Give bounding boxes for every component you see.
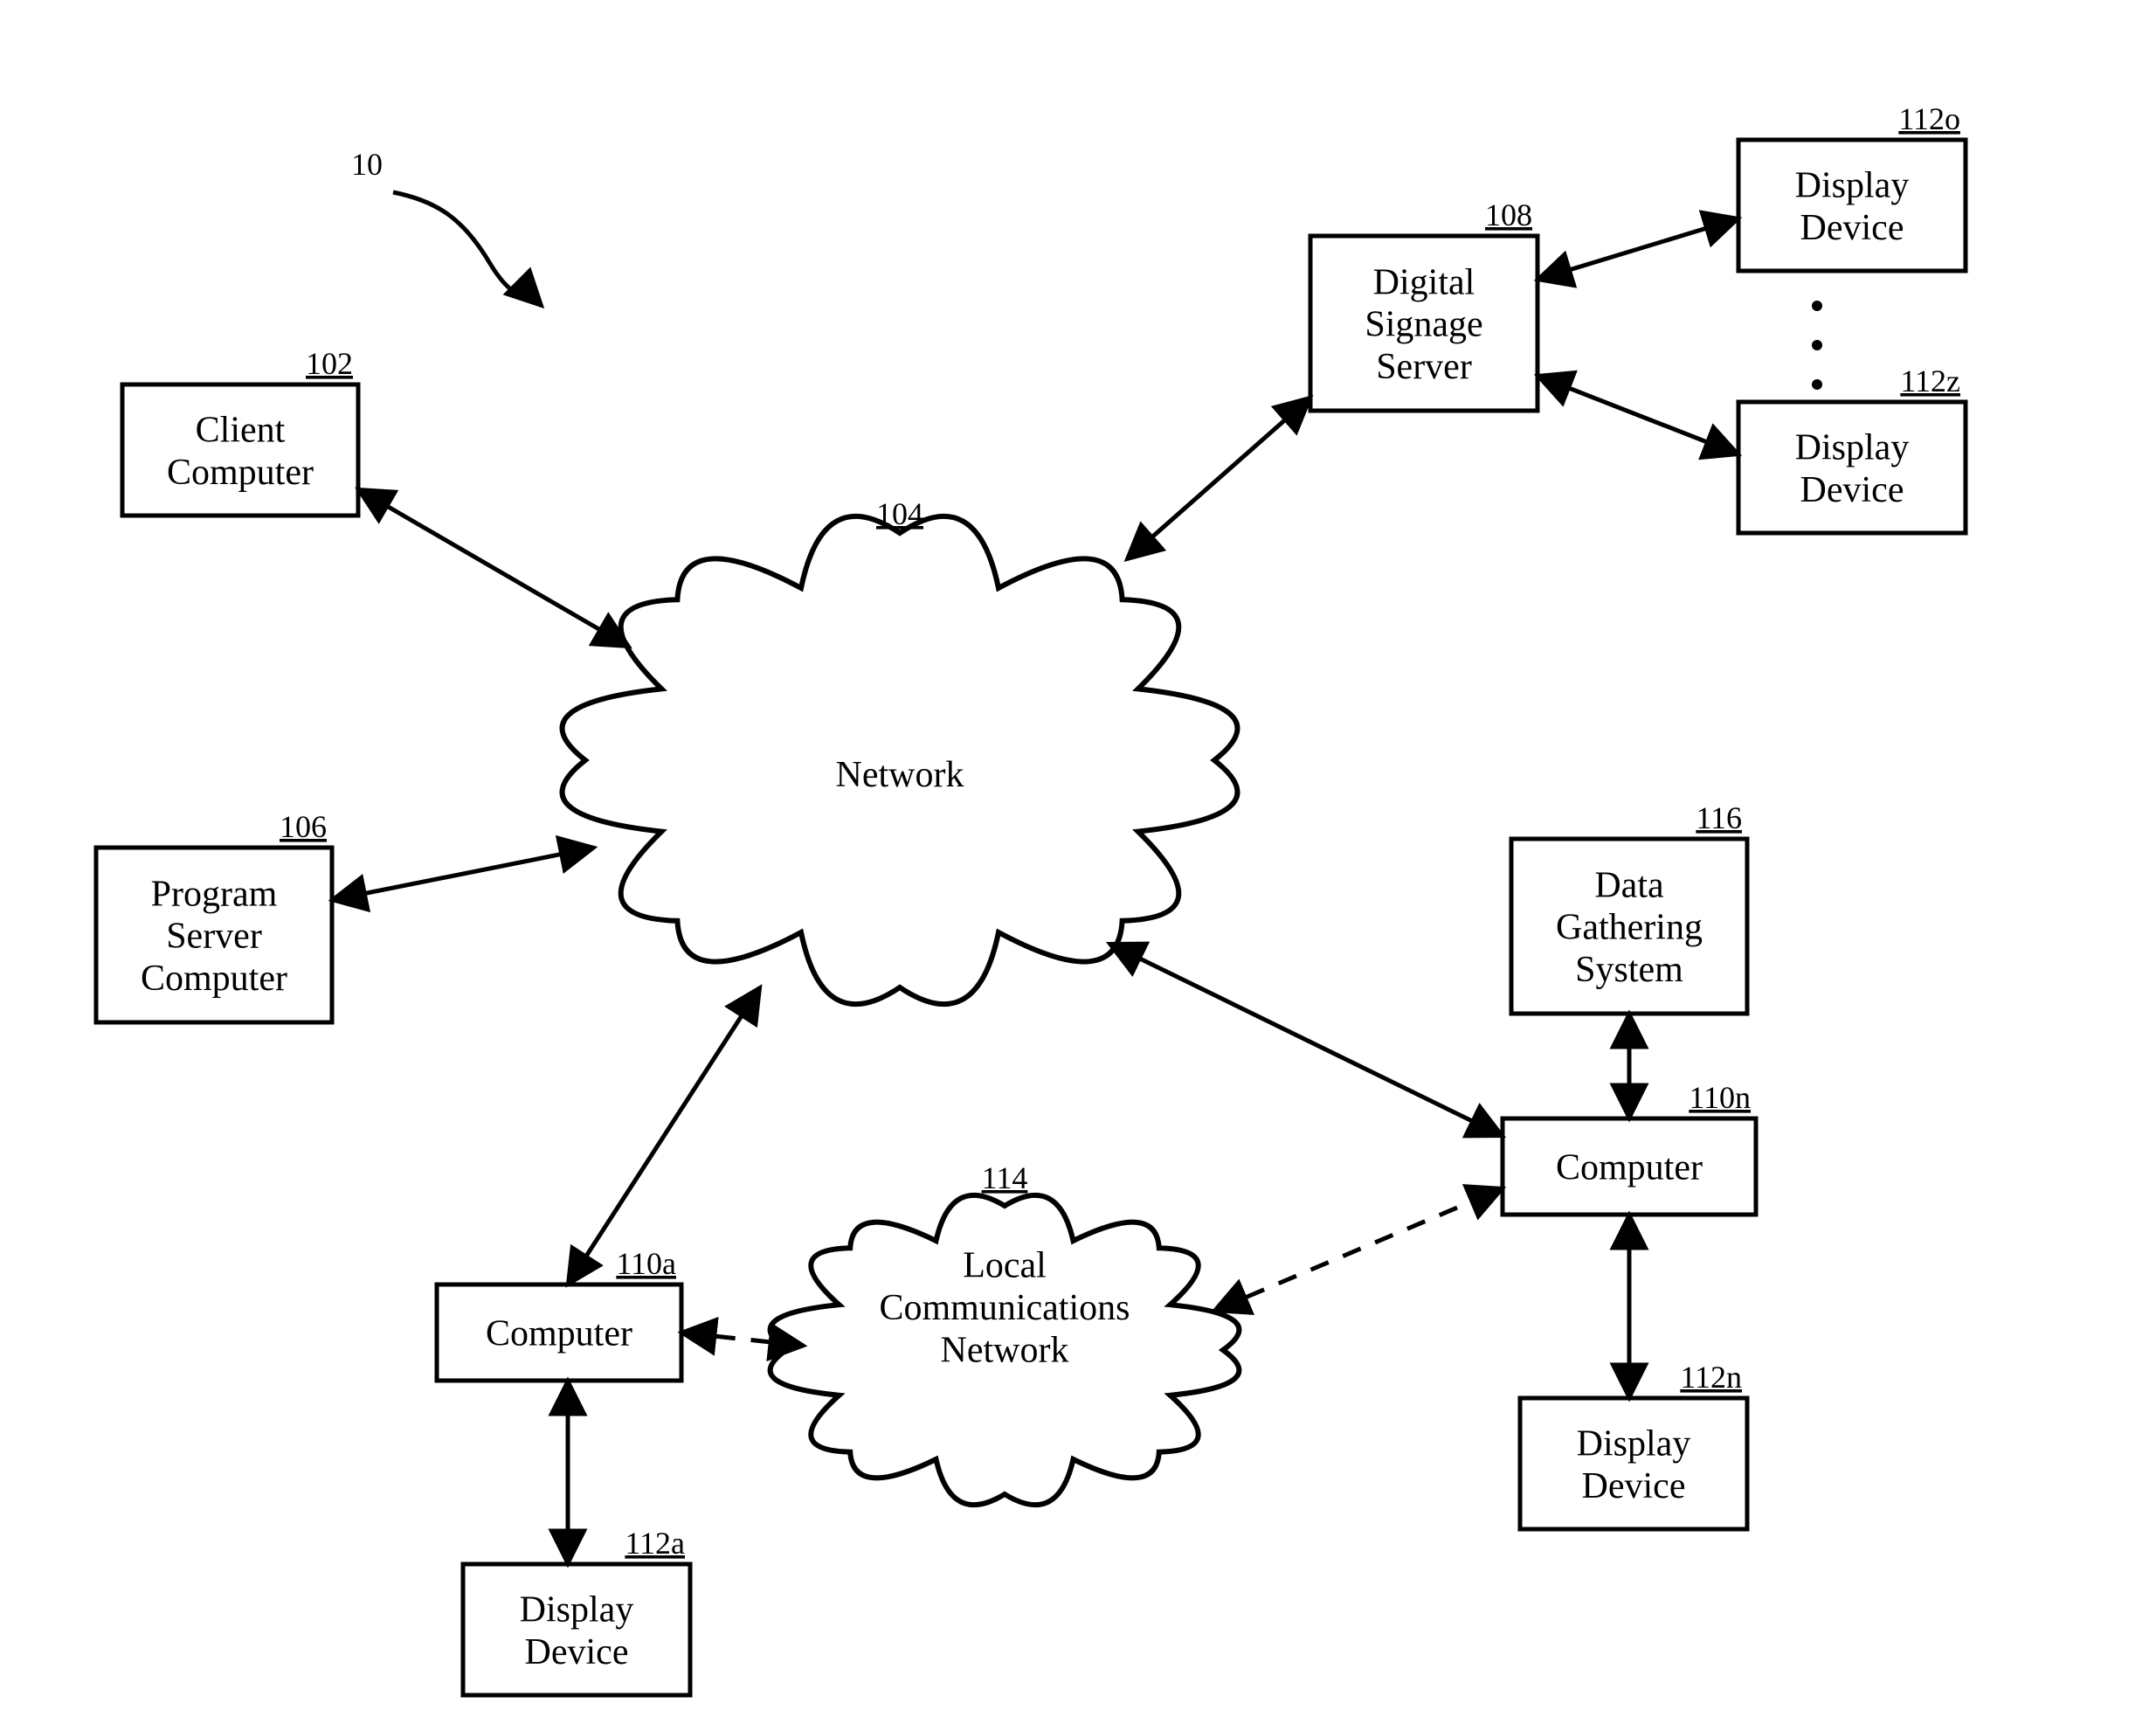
program-server-computer-box-label: Computer [141, 959, 287, 999]
client-computer-box: 102 ClientComputer [122, 346, 358, 516]
vertical-ellipsis-dot [1812, 379, 1822, 390]
display-device-a-box-label: Display [520, 1590, 634, 1631]
client-computer-box-label: Client [196, 411, 286, 451]
program-server-computer-box-label: Program [151, 874, 278, 914]
data-gathering-system-box-ref: 116 [1696, 800, 1742, 835]
digital-signage-server-box-label: Signage [1365, 305, 1482, 345]
digital-signage-server-box-label: Digital [1373, 262, 1475, 302]
data-gathering-system-box-label: Data [1594, 865, 1664, 905]
network-cloud-label: Network [836, 755, 964, 795]
display-device-n-box-label: Display [1577, 1424, 1691, 1464]
figure-ref-label: 10 [351, 147, 383, 182]
local-comm-cloud: 114 LocalCommunicationsNetwork [770, 1160, 1240, 1505]
edge-comp_a-network_cloud [568, 987, 760, 1284]
digital-signage-server-box-ref: 108 [1485, 197, 1532, 232]
computer-n-box-ref: 110n [1689, 1080, 1751, 1115]
edge-dss-disp_z [1538, 376, 1738, 454]
display-device-a-box-ref: 112a [625, 1526, 685, 1561]
display-device-z-box-ref: 112z [1900, 364, 1960, 398]
computer-a-box: 110a Computer [437, 1246, 681, 1381]
display-device-z-box-label: Display [1795, 428, 1910, 468]
vertical-ellipsis-dot [1812, 301, 1822, 311]
program-server-computer-box-label: Server [166, 917, 262, 957]
edge-dss-network_cloud [1127, 398, 1310, 559]
figure-ref-arrow [393, 192, 542, 306]
vertical-ellipsis-icon [1812, 301, 1822, 390]
data-gathering-system-box: 116 DataGatheringSystem [1511, 800, 1747, 1014]
local-comm-cloud-label: Communications [880, 1288, 1130, 1328]
display-device-a-box-label: Device [525, 1632, 629, 1672]
display-device-o-box-label: Device [1800, 208, 1904, 248]
edge-comp_n-network_cloud [1109, 944, 1503, 1136]
network-cloud-ref: 104 [876, 496, 923, 531]
data-gathering-system-box-label: Gathering [1556, 908, 1703, 948]
display-device-o-box-ref: 112o [1898, 101, 1960, 136]
edge-client-network_cloud [358, 489, 629, 647]
digital-signage-server-box: 108 DigitalSignageServer [1310, 197, 1538, 411]
display-device-a-box: 112a DisplayDevice [463, 1526, 690, 1695]
vertical-ellipsis-dot [1812, 340, 1822, 350]
display-device-z-box-label: Device [1800, 470, 1904, 510]
computer-a-box-label: Computer [486, 1314, 632, 1354]
display-device-o-box-label: Display [1795, 166, 1910, 206]
edge-progsrv-network_cloud [332, 848, 594, 900]
program-server-computer-box-ref: 106 [280, 809, 327, 844]
local-comm-cloud-label: Local [963, 1246, 1047, 1286]
display-device-n-box: 112n DisplayDevice [1520, 1360, 1747, 1529]
computer-a-box-ref: 110a [616, 1246, 676, 1281]
network-cloud: 104 Network [563, 496, 1238, 1004]
computer-n-box-label: Computer [1556, 1148, 1703, 1188]
digital-signage-server-box-label: Server [1376, 347, 1472, 387]
local-comm-cloud-ref: 114 [982, 1160, 1028, 1195]
edge-local-comp_n [1214, 1188, 1503, 1311]
figure-ref: 10 [351, 147, 542, 306]
system-diagram: 10 104Network 114LocalCommunicationsNetw… [0, 0, 2156, 1731]
display-device-o-box: 112o DisplayDevice [1738, 101, 1966, 271]
display-device-n-box-ref: 112n [1680, 1360, 1742, 1395]
local-comm-cloud-label: Network [941, 1330, 1069, 1370]
client-computer-box-label: Computer [167, 453, 314, 493]
program-server-computer-box: 106ProgramServerComputer [96, 809, 332, 1022]
display-device-n-box-label: Device [1582, 1466, 1686, 1506]
data-gathering-system-box-label: System [1575, 950, 1683, 990]
display-device-z-box: 112z DisplayDevice [1738, 364, 1966, 533]
edge-dss-disp_o [1538, 218, 1738, 280]
client-computer-box-ref: 102 [306, 346, 353, 381]
